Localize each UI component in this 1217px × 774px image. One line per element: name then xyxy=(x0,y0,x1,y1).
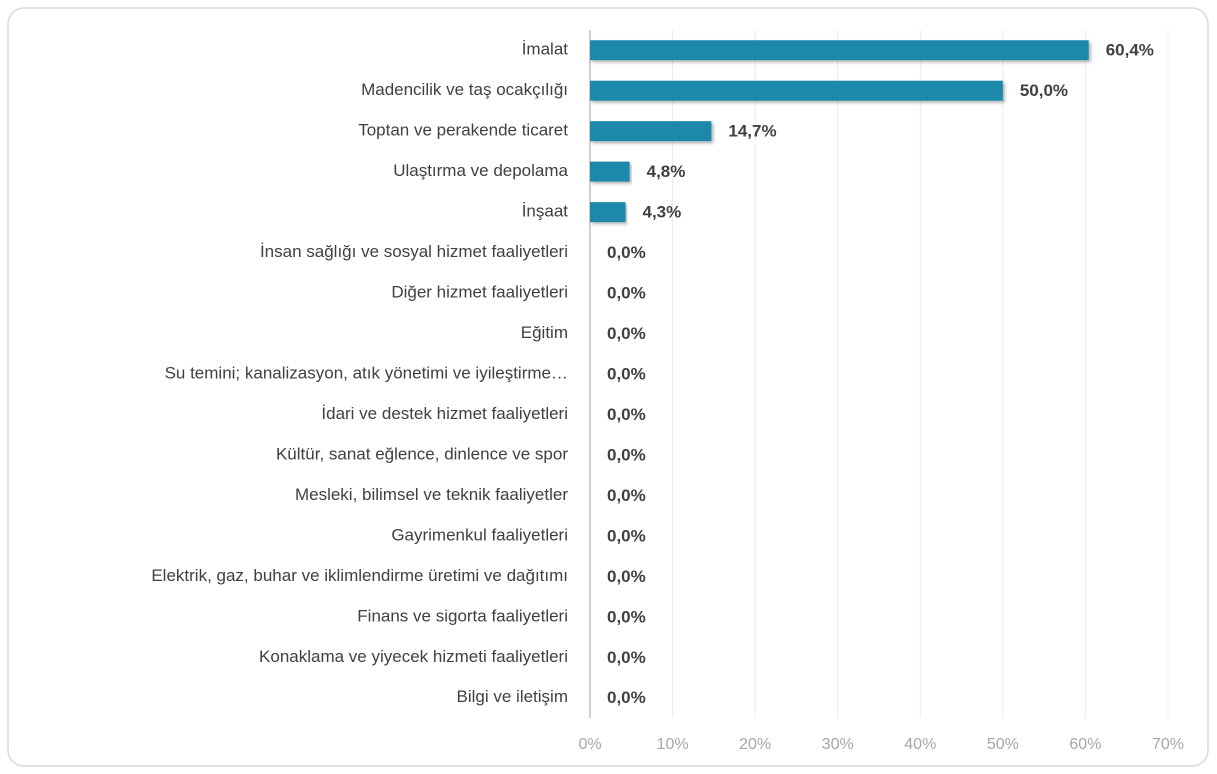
y-tick-label: Gayrimenkul faaliyetleri xyxy=(391,525,568,544)
y-tick-label: Eğitim xyxy=(521,323,568,342)
bar xyxy=(590,40,1089,61)
y-tick-label: Elektrik, gaz, buhar ve iklimlendirme ür… xyxy=(151,566,568,585)
data-label: 4,8% xyxy=(647,162,686,181)
data-label: 0,0% xyxy=(607,607,646,626)
x-tick-label: 50% xyxy=(987,736,1019,753)
data-label: 14,7% xyxy=(728,122,776,141)
x-tick-label: 20% xyxy=(739,736,771,753)
data-label: 0,0% xyxy=(607,445,646,464)
bar xyxy=(590,161,630,182)
x-tick-label: 70% xyxy=(1152,736,1184,753)
data-label: 0,0% xyxy=(607,324,646,343)
data-label: 0,0% xyxy=(607,405,646,424)
y-tick-label: Madencilik ve taş ocakçılığı xyxy=(361,80,568,99)
data-label: 0,0% xyxy=(607,567,646,586)
x-tick-label: 40% xyxy=(904,736,936,753)
data-label: 0,0% xyxy=(607,364,646,383)
data-label: 50,0% xyxy=(1020,81,1068,100)
y-tick-label: Su temini; kanalizasyon, atık yönetimi v… xyxy=(165,363,568,382)
data-label: 0,0% xyxy=(607,526,646,545)
y-tick-label: Mesleki, bilimsel ve teknik faaliyetler xyxy=(295,485,568,504)
data-label: 0,0% xyxy=(607,284,646,303)
y-tick-label: Toptan ve perakende ticaret xyxy=(358,121,568,140)
y-tick-label: İdari ve destek hizmet faaliyetleri xyxy=(321,404,568,423)
y-tick-label: Bilgi ve iletişim xyxy=(457,687,568,706)
data-label: 4,3% xyxy=(643,203,682,222)
data-label: 0,0% xyxy=(607,648,646,667)
y-tick-label: Konaklama ve yiyecek hizmeti faaliyetler… xyxy=(259,647,568,666)
y-tick-label: İmalat xyxy=(522,40,569,59)
bar xyxy=(590,80,1003,101)
y-tick-label: Kültür, sanat eğlence, dinlence ve spor xyxy=(276,444,568,463)
x-tick-label: 60% xyxy=(1069,736,1101,753)
data-label: 0,0% xyxy=(607,688,646,707)
y-tick-label: İnsan sağlığı ve sosyal hizmet faaliyetl… xyxy=(260,242,568,261)
bar xyxy=(590,202,626,223)
data-label: 0,0% xyxy=(607,486,646,505)
y-tick-label: Finans ve sigorta faaliyetleri xyxy=(357,606,568,625)
y-tick-label: Diğer hizmet faaliyetleri xyxy=(391,283,568,302)
data-label: 60,4% xyxy=(1106,41,1154,60)
chart-border xyxy=(7,7,1209,767)
data-label: 0,0% xyxy=(607,243,646,262)
bar xyxy=(590,121,712,142)
x-tick-label: 10% xyxy=(657,736,689,753)
x-tick-label: 0% xyxy=(578,736,601,753)
y-tick-label: İnşaat xyxy=(522,202,569,221)
x-tick-label: 30% xyxy=(822,736,854,753)
y-tick-label: Ulaştırma ve depolama xyxy=(393,161,568,180)
